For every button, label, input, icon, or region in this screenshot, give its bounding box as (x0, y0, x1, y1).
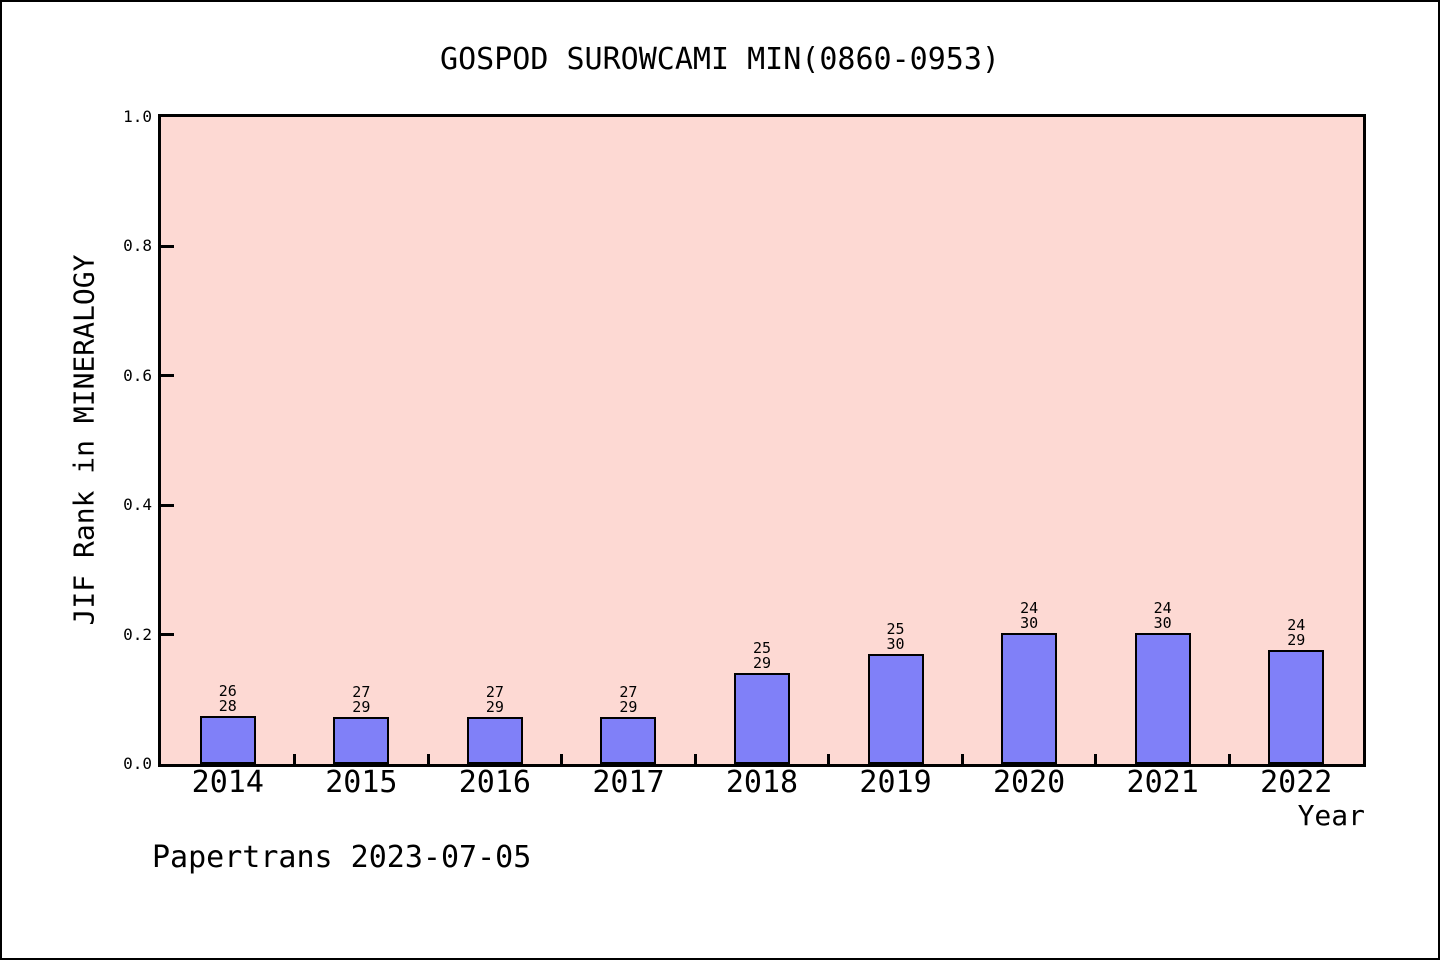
x-category-label-2015: 2015 (325, 765, 398, 800)
x-category-label-2021: 2021 (1126, 765, 1199, 800)
bar-2018 (734, 673, 790, 764)
x-category-label-2017: 2017 (592, 765, 665, 800)
bar-value-label-2014: 26 28 (218, 681, 237, 715)
x-category-label-2022: 2022 (1260, 765, 1333, 800)
bar-rank-value: 24 (1287, 616, 1306, 635)
x-tick-mark (1094, 754, 1098, 764)
bar-value-label-2016: 27 29 (486, 685, 504, 715)
bar-total-value: 29 (352, 698, 371, 717)
footer-note: Papertrans 2023-07-05 (152, 840, 532, 875)
bar-2019 (867, 654, 924, 764)
y-tick-mark (161, 633, 174, 637)
bar-value-label-2018: 25 29 (752, 638, 772, 672)
bar-rank-value: 25 (886, 620, 905, 639)
bar-total-value: 28 (218, 696, 237, 715)
bar-2017 (600, 717, 657, 764)
bar-value-label-2019: 25 30 (887, 622, 905, 652)
bar-total-value: 30 (886, 635, 905, 654)
y-tick-mark (161, 503, 174, 507)
bar-total-value: 29 (485, 698, 504, 717)
x-tick-mark (1227, 754, 1231, 764)
y-tick-label: 0.0 (123, 754, 152, 773)
x-category-label-2020: 2020 (992, 765, 1066, 800)
bar-2014 (199, 716, 256, 764)
bar-rank-value: 26 (218, 681, 237, 700)
bar-rank-value: 24 (1020, 598, 1039, 617)
y-tick-mark (161, 374, 174, 378)
bar-2022 (1268, 650, 1325, 764)
x-tick-mark (560, 754, 564, 764)
y-tick-label: 0.8 (123, 236, 152, 256)
y-tick-label: 1.0 (123, 107, 152, 126)
y-tick-label: 0.6 (123, 365, 152, 385)
x-category-label-2016: 2016 (458, 765, 531, 800)
y-axis-label: JIF Rank in MINERALOGY (67, 254, 101, 626)
bar-2021 (1134, 633, 1191, 764)
bar-rank-value: 27 (485, 683, 504, 702)
x-tick-mark (827, 754, 831, 764)
bar-rank-value: 24 (1153, 598, 1172, 617)
bar-value-label-2021: 24 30 (1153, 598, 1172, 632)
x-category-label-2014: 2014 (191, 765, 264, 800)
bar-value-label-2020: 24 30 (1020, 598, 1039, 632)
bar-rank-value: 27 (352, 683, 371, 702)
bar-total-value: 29 (1287, 631, 1306, 650)
bar-total-value: 30 (1153, 613, 1172, 632)
bar-2015 (333, 717, 390, 764)
plot-area: 26 28 27 29 27 29 27 29 25 29 25 30 24 30 24 30 24 29 (158, 114, 1366, 767)
bar-total-value: 29 (752, 653, 772, 672)
x-tick-mark (426, 754, 430, 764)
bar-2020 (1001, 633, 1058, 764)
bar-value-label-2022: 24 29 (1287, 618, 1305, 648)
bar-value-label-2017: 27 29 (619, 685, 637, 715)
bar-total-value: 30 (1020, 613, 1039, 632)
x-tick-mark (293, 754, 297, 764)
x-category-label-2018: 2018 (725, 765, 799, 800)
y-tick-label: 0.4 (123, 495, 152, 515)
y-tick-label: 0.2 (123, 624, 152, 644)
bar-2016 (466, 717, 523, 764)
bar-value-label-2015: 27 29 (352, 685, 370, 715)
x-category-label-2019: 2019 (859, 765, 932, 800)
bar-rank-value: 27 (619, 683, 638, 702)
x-tick-mark (693, 754, 697, 764)
chart-title: GOSPOD SUROWCAMI MIN(0860-0953) (440, 42, 1000, 77)
x-tick-mark (960, 754, 964, 764)
bar-rank-value: 25 (752, 638, 772, 657)
y-tick-mark (161, 244, 174, 248)
bar-total-value: 29 (619, 698, 638, 717)
x-axis-label: Year (1297, 799, 1365, 832)
